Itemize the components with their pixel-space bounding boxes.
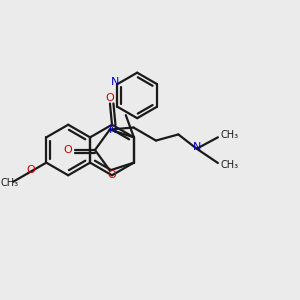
Text: O: O bbox=[108, 170, 116, 180]
Text: O: O bbox=[64, 145, 72, 155]
Text: CH₃: CH₃ bbox=[220, 130, 238, 140]
Text: N: N bbox=[109, 124, 117, 134]
Text: CH₃: CH₃ bbox=[1, 178, 19, 188]
Text: N: N bbox=[111, 77, 120, 87]
Text: CH₃: CH₃ bbox=[220, 160, 238, 170]
Text: O: O bbox=[106, 93, 114, 103]
Text: O: O bbox=[26, 165, 35, 176]
Text: N: N bbox=[193, 142, 201, 152]
